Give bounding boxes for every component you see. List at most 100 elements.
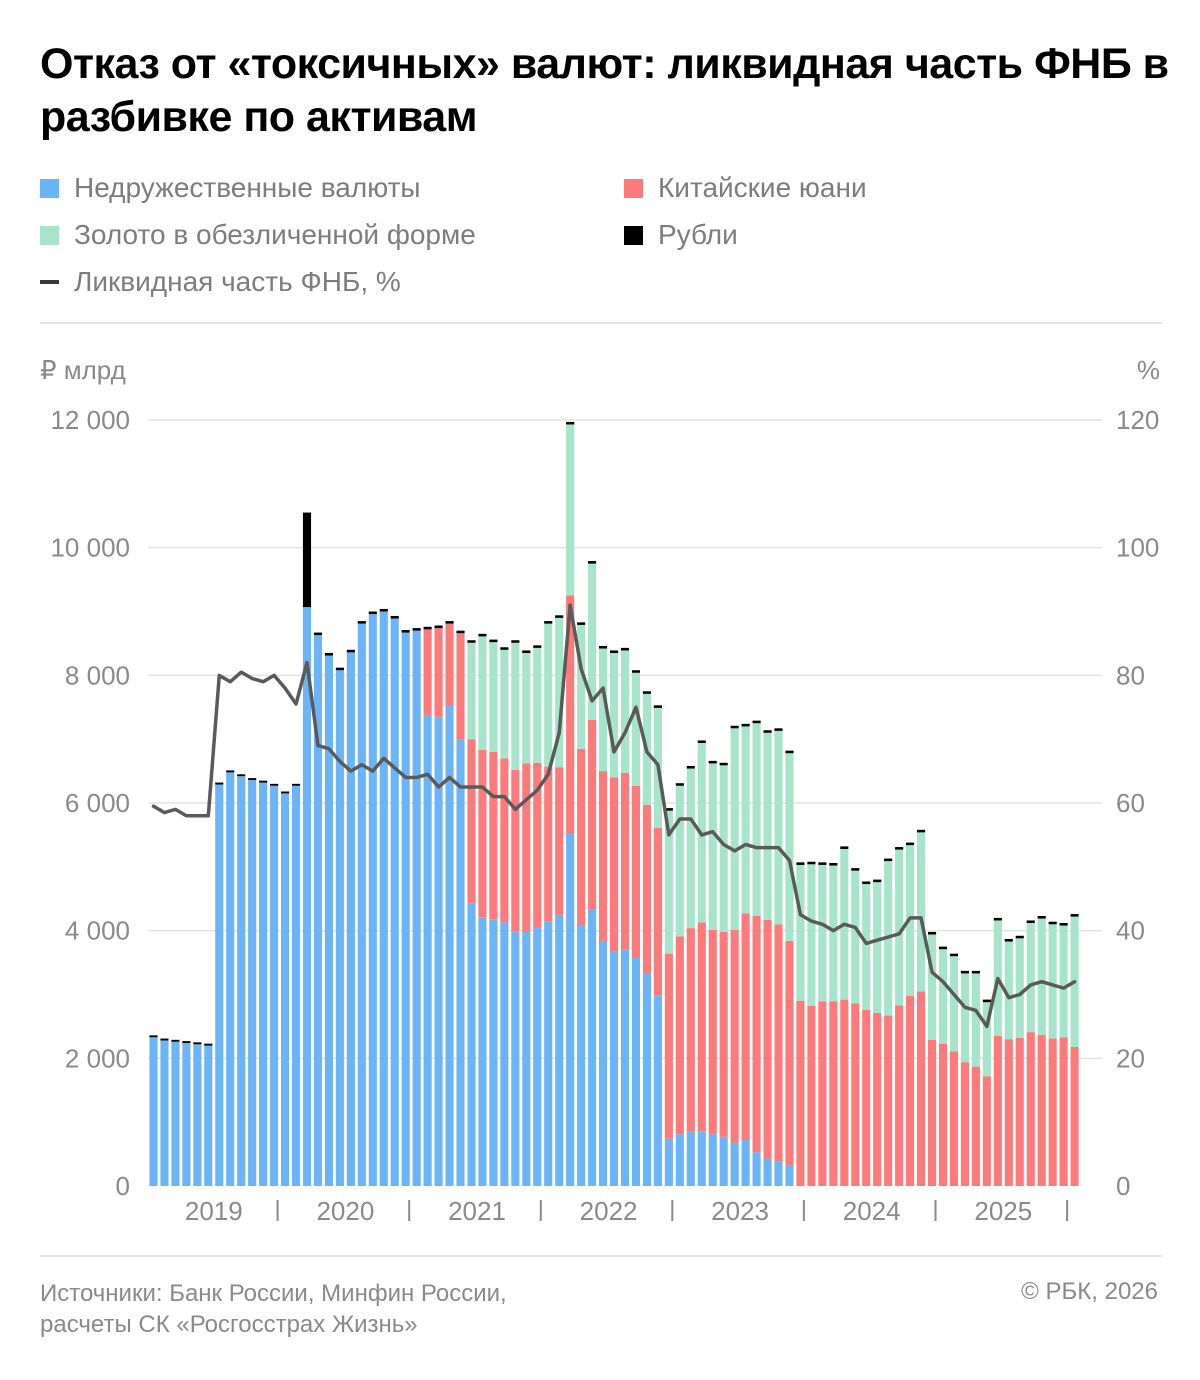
bar-segment-rubles [577,622,586,625]
bar-segment-yuan [1015,1037,1024,1186]
bar-segment-rubles [270,783,279,786]
bar-segment-gold [752,723,761,916]
bar-segment-rubles [1059,923,1068,926]
bar-segment-unfriendly [599,940,608,1186]
bar-segment-rubles [960,970,969,974]
bar-segment-gold [1037,918,1046,1035]
bar-segment-gold [960,973,969,1063]
bar-segment-rubles [982,999,991,1003]
bar-segment-yuan [631,785,641,958]
bar-segment-rubles [1037,915,1046,919]
bar-segment-gold [533,647,542,763]
bar-segment-yuan [774,924,783,1162]
bar-segment-unfriendly [544,921,553,1186]
bar-segment-rubles [259,780,268,783]
bar-segment-unfriendly [719,1136,728,1186]
bar-segment-unfriendly [609,951,619,1186]
bar-segment-gold [862,884,871,1010]
footer-divider [40,1255,1162,1257]
bar-segment-unfriendly [390,618,399,1186]
bar-segment-rubles [302,512,312,608]
bar-segment-gold [730,728,739,931]
bar-segment-unfriendly [763,1158,772,1186]
bar-segment-rubles [1070,914,1079,917]
bar-segment-rubles [226,770,235,773]
bar-segment-unfriendly [204,1045,213,1186]
bar-segment-unfriendly [785,1164,794,1186]
bar-segment-rubles [938,946,948,950]
bar-segment-rubles [434,625,443,629]
bar-segment-gold [478,636,487,751]
bar-segment-gold [719,765,728,932]
bar-segment-rubles [588,561,597,564]
bar-segment-unfriendly [511,931,520,1186]
source-line-2: расчеты СК «Росгосстрах Жизнь» [40,1311,418,1338]
bar-segment-yuan [511,769,520,932]
bar-segment-yuan [719,931,728,1137]
bar-segment-rubles [390,615,399,619]
bar-segment-unfriendly [566,833,575,1186]
bar-segment-rubles [620,647,630,651]
stacked-bar-chart: ₽ млрд % 0 0 2 000 20 4 000 40 6 000 60 8 000 80 10 … [40,355,1160,1226]
bar-segment-unfriendly [259,782,268,1186]
bar-segment-gold [686,768,695,929]
bar-segment-rubles [149,1035,158,1038]
bar-segment-gold [927,934,937,1040]
y-left-tick-label: 8 000 [65,660,130,690]
bar-segment-unfriendly [270,785,279,1186]
bar-segment-gold [577,624,586,749]
bar-segment-unfriendly [193,1044,202,1186]
bar-segment-gold [763,732,772,920]
bar-segment-yuan [577,748,586,925]
bar-segment-gold [895,849,904,1006]
chart-title: Отказ от «токсичных» валют: ликвидная ча… [40,40,1169,141]
bar-segment-rubles [182,1041,191,1044]
bar-segment-rubles [335,667,344,671]
bar-segment-yuan [533,762,542,928]
bar-segment-rubles [785,750,794,754]
bar-segment-rubles [873,879,882,883]
bar-segment-unfriendly [697,1131,706,1186]
bar-segment-rubles [456,630,465,634]
bar-segment-yuan [620,773,630,950]
bar-segment-yuan [938,1043,948,1186]
bar-segment-yuan [1026,1032,1035,1186]
bar-segment-rubles [719,762,728,766]
bar-segment-rubles [807,861,816,865]
bar-segment-yuan [741,913,750,1141]
bar-segment-rubles [511,640,520,643]
bar-segment-unfriendly [324,655,333,1186]
bar-segment-gold [1026,923,1035,1033]
bar-segment-unfriendly [368,614,377,1186]
bar-segment-yuan [697,922,706,1132]
bar-segment-yuan [818,1001,827,1186]
bar-segment-rubles [215,782,224,785]
bar-segment-rubles [917,829,926,833]
bar-segment-unfriendly [237,776,246,1186]
bar-segment-unfriendly [302,607,312,1186]
legend-swatch-gold [40,225,59,245]
y-left-axis-label: ₽ млрд [40,355,126,385]
bar-segment-yuan [730,930,739,1143]
bar-segment-gold [1048,924,1057,1039]
bar-segment-rubles [522,650,531,653]
bar-segment-rubles [971,970,980,974]
bar-segment-rubles [708,760,717,764]
bar-segment-unfriendly [335,670,344,1186]
bar-segment-yuan [456,633,465,740]
y-right-tick-label: 40 [1116,916,1145,946]
bar-segment-rubles [160,1038,169,1041]
bar-segment-yuan [895,1005,904,1186]
legend-swatch-yuan [624,178,643,198]
bar-segment-yuan [906,995,915,1186]
bar-segment-rubles [818,862,827,865]
bar-segment-rubles [686,765,695,769]
bar-segment-rubles [741,723,750,727]
bar-segment-unfriendly [401,632,410,1186]
bar-segment-rubles [1015,935,1024,939]
bar-segment-gold [1004,941,1013,1040]
bar-segment-gold [1059,925,1068,1038]
y-right-tick-label: 120 [1116,405,1159,435]
bar-segment-unfriendly [533,927,542,1186]
bar-segment-unfriendly [357,623,366,1186]
